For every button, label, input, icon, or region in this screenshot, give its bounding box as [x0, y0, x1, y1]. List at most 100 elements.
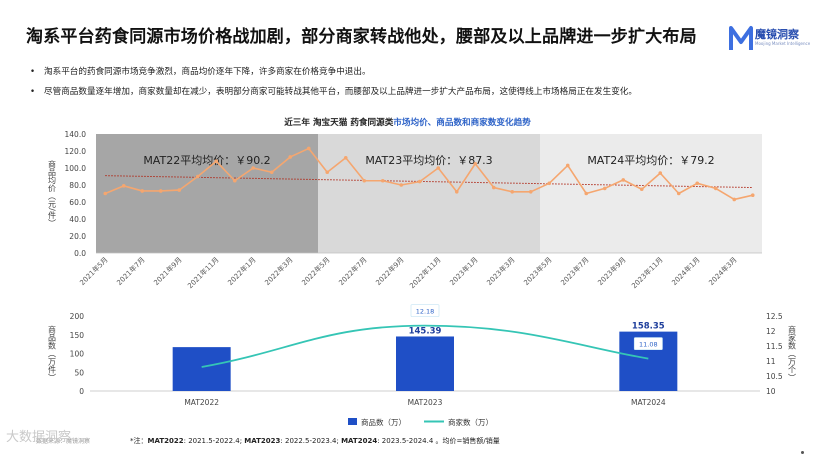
x-tick-label: 2024年3月: [707, 255, 739, 287]
logo-name: 魔镜洞察: [755, 28, 799, 41]
category-label: MAT2023: [408, 398, 443, 407]
price-point: [602, 186, 607, 191]
x-tick-label: 2024年1月: [670, 255, 702, 287]
y-tick-label: 20.0: [69, 232, 86, 241]
logo-tagline: Moojing Market Intelligence: [755, 41, 811, 46]
right-y-tick-label: 11: [766, 357, 776, 366]
price-point: [177, 188, 182, 192]
category-label: MAT2024: [631, 398, 666, 407]
right-y-tick-label: 10: [766, 387, 776, 396]
period-background: [318, 134, 540, 253]
right-y-tick-label: 11.5: [766, 342, 783, 351]
price-point: [436, 166, 441, 170]
merchant-data-label: 11.08: [639, 341, 658, 349]
price-point: [251, 166, 256, 170]
x-tick-label: 2022年5月: [300, 255, 332, 287]
price-point: [658, 171, 663, 175]
y-tick-label: 120.0: [65, 147, 87, 156]
merchant-label-box: [410, 304, 440, 318]
price-point: [269, 170, 274, 175]
period-average-label: MAT22平均均价：￥90.2: [143, 154, 270, 167]
left-y-tick-label: 200: [70, 312, 85, 321]
price-point: [325, 170, 330, 175]
brand-logo: 魔镜洞察 Moojing Market Intelligence: [729, 24, 811, 54]
x-tick-label: 2021年9月: [152, 255, 184, 287]
x-tick-label: 2022年7月: [337, 255, 369, 287]
price-point: [639, 187, 644, 192]
merchant-data-label: 12.18: [416, 308, 435, 316]
x-tick-label: 2021年7月: [115, 255, 147, 287]
x-tick-label: 2023年1月: [448, 255, 480, 287]
price-point: [288, 155, 293, 159]
right-y-tick-label: 10.5: [766, 372, 783, 381]
y-tick-label: 140.0: [65, 130, 87, 139]
category-label: MAT2022: [184, 398, 219, 407]
footnote-mat24: MAT2024: [341, 437, 378, 445]
merchant-count-line: [201, 324, 649, 368]
y-tick-label: 60.0: [69, 198, 86, 207]
page-title: 淘系平台药食同源市场价格战加剧，部分商家转战他处，腰部及以上品牌进一步扩大布局: [26, 27, 697, 47]
price-point: [473, 161, 478, 166]
chart-title-highlight: 市场均价、商品数和商家数变化趋势: [393, 118, 531, 128]
x-tick-label: 2023年3月: [485, 255, 517, 287]
x-tick-label: 2023年9月: [596, 255, 628, 287]
y-tick-label: 0.0: [74, 249, 86, 258]
price-point: [214, 159, 219, 163]
period-average-label: MAT23平均均价：￥87.3: [365, 154, 492, 167]
price-point: [750, 193, 755, 197]
left-y-tick-label: 150: [70, 331, 85, 340]
price-point: [306, 146, 311, 151]
watermark-text: 大数据洞察: [6, 430, 72, 445]
price-point: [454, 190, 459, 194]
price-point: [399, 183, 404, 187]
x-tick-label: 2022年11月: [407, 255, 442, 290]
chart-title: 近三年 淘宝天猫 药食同源类市场均价、商品数和商家数变化趋势: [0, 116, 815, 128]
period-background: [540, 134, 762, 253]
right-y-tick-label: 12.5: [766, 312, 783, 321]
merchant-label-box: [633, 337, 663, 351]
price-point: [621, 178, 626, 182]
price-point: [103, 191, 108, 196]
period-background: [96, 134, 318, 253]
price-point: [732, 197, 737, 202]
y-tick-label: 100.0: [65, 164, 87, 173]
price-point: [713, 186, 718, 191]
left-y-tick-label: 0: [79, 387, 84, 396]
price-point: [547, 181, 552, 186]
left-y-tick-label: 50: [74, 368, 84, 377]
x-tick-label: 2022年1月: [226, 255, 258, 287]
price-point: [695, 181, 700, 186]
price-point: [528, 190, 533, 194]
footnote-mat22-range: : 2021.5-2022.4;: [183, 437, 245, 445]
legend-label-merchants: 商家数（万）: [448, 417, 493, 427]
x-tick-label: 2023年5月: [522, 255, 554, 287]
price-point: [584, 191, 589, 196]
bar-data-label: 158.35: [632, 322, 665, 332]
left-y-tick-label: 100: [70, 350, 85, 359]
price-point: [491, 185, 496, 190]
x-tick-label: 2022年3月: [263, 255, 295, 287]
footnote-mat22: MAT2022: [147, 437, 184, 445]
right-y-axis-title: 商家数（万个）: [788, 325, 797, 382]
footnote-mat23-range: : 2022.5-2023.4;: [280, 437, 342, 445]
product-count-bar: [172, 347, 231, 391]
logo-m-icon: [729, 26, 753, 50]
price-point: [362, 178, 367, 183]
x-tick-label: 2021年5月: [78, 255, 110, 287]
right-y-tick-label: 12: [766, 327, 776, 336]
price-point: [510, 190, 515, 194]
bullet-item: 淘系平台的药食同源市场竞争激烈，商品均价逐年下降，许多商家在价格竞争中退出。: [30, 66, 637, 86]
price-point: [158, 189, 163, 193]
bullet-item: 尽管商品数量逐年增加，商家数量却在减少，表明部分商家可能转战其他平台，而腰部及以…: [30, 86, 637, 106]
x-tick-label: 2022年9月: [374, 255, 406, 287]
footnote-mat24-range: : 2023.5-2024.4 。均价=销售额/销量: [377, 437, 500, 445]
y-axis-title: 商品均价（元/件）: [48, 159, 57, 227]
price-point: [380, 178, 385, 183]
x-tick-label: 2023年11月: [629, 255, 664, 290]
y-tick-label: 40.0: [69, 215, 86, 224]
chart-title-prefix: 近三年 淘宝天猫 药食同源类: [284, 118, 394, 128]
price-series-line: [104, 147, 753, 201]
price-point: [417, 179, 422, 184]
period-average-label: MAT24平均均价：￥79.2: [587, 154, 714, 167]
price-point: [121, 184, 126, 188]
